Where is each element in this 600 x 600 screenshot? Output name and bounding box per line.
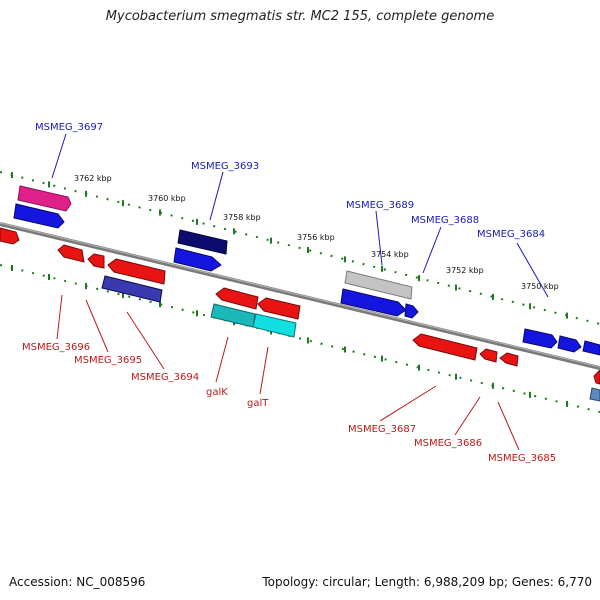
- gene-msmeg-3686[interactable]: [479, 348, 498, 363]
- gene-msmeg-3694[interactable]: [107, 258, 166, 285]
- tick-label-3756: 3756 kbp: [297, 233, 335, 242]
- tick-label-3754: 3754 kbp: [371, 250, 409, 259]
- label-leaders: [51, 133, 549, 451]
- gene-msmeg-3693-lower[interactable]: [173, 247, 222, 272]
- inner-ruler-line: [0, 264, 600, 413]
- label-msmeg-3685[interactable]: MSMEG_3685: [488, 453, 556, 464]
- label-msmeg-3694[interactable]: MSMEG_3694: [131, 372, 199, 383]
- reverse-genes: [0, 227, 600, 402]
- ruler-ticks: [11, 172, 568, 407]
- label-galt[interactable]: galT: [247, 398, 269, 409]
- tick-label-3762: 3762 kbp: [74, 174, 112, 183]
- gene-galk[interactable]: [215, 287, 259, 310]
- gene-msmeg-3693[interactable]: [177, 229, 228, 255]
- genome-backbone: [0, 222, 600, 370]
- genome-backbone-highlight: [0, 222, 600, 368]
- gene-msmeg-3685[interactable]: [499, 352, 519, 367]
- gene-left-edge[interactable]: [0, 227, 20, 245]
- gene-galt-lower[interactable]: [252, 313, 297, 338]
- gene-msmeg-3688b[interactable]: [404, 303, 419, 319]
- gene-msmeg-3697-lower[interactable]: [13, 203, 65, 229]
- label-msmeg-3697[interactable]: MSMEG_3697: [35, 122, 103, 133]
- gene-msmeg-3694-lower[interactable]: [101, 275, 163, 303]
- gene-msmeg-3684b[interactable]: [557, 335, 582, 353]
- gene-msmeg-3687[interactable]: [412, 333, 478, 361]
- gene-msmeg-3696[interactable]: [57, 244, 85, 263]
- label-msmeg-3688[interactable]: MSMEG_3688: [411, 215, 479, 226]
- tick-label-3760: 3760 kbp: [148, 194, 186, 203]
- label-msmeg-3693[interactable]: MSMEG_3693: [191, 161, 259, 172]
- label-msmeg-3684[interactable]: MSMEG_3684: [477, 229, 545, 240]
- gene-msmeg-3697[interactable]: [17, 185, 72, 212]
- label-msmeg-3689[interactable]: MSMEG_3689: [346, 200, 414, 211]
- forward-genes: [13, 185, 600, 356]
- gene-right-edge-lower[interactable]: [589, 387, 600, 402]
- label-msmeg-3687[interactable]: MSMEG_3687: [348, 424, 416, 435]
- label-msmeg-3696[interactable]: MSMEG_3696: [22, 342, 90, 353]
- tick-label-3750: 3750 kbp: [521, 282, 559, 291]
- outer-ruler-line: [0, 171, 600, 325]
- gene-right-edge[interactable]: [593, 369, 600, 385]
- label-msmeg-3695[interactable]: MSMEG_3695: [74, 355, 142, 366]
- gene-msmeg-3688[interactable]: [340, 288, 407, 317]
- gene-msmeg-3684[interactable]: [522, 328, 558, 349]
- gene-msmeg-3684c[interactable]: [582, 340, 600, 356]
- label-galk[interactable]: galK: [206, 387, 228, 398]
- genome-summary: Topology: circular; Length: 6,988,209 bp…: [262, 575, 592, 589]
- gene-msmeg-3695[interactable]: [87, 253, 105, 269]
- gene-msmeg-3689[interactable]: [344, 270, 413, 300]
- tick-label-3752: 3752 kbp: [446, 266, 484, 275]
- tick-label-3758: 3758 kbp: [223, 213, 261, 222]
- map-title: Mycobacterium smegmatis str. MC2 155, co…: [105, 9, 495, 24]
- label-msmeg-3686[interactable]: MSMEG_3686: [414, 438, 482, 449]
- accession-text: Accession: NC_008596: [9, 575, 146, 589]
- gene-galt[interactable]: [257, 297, 301, 320]
